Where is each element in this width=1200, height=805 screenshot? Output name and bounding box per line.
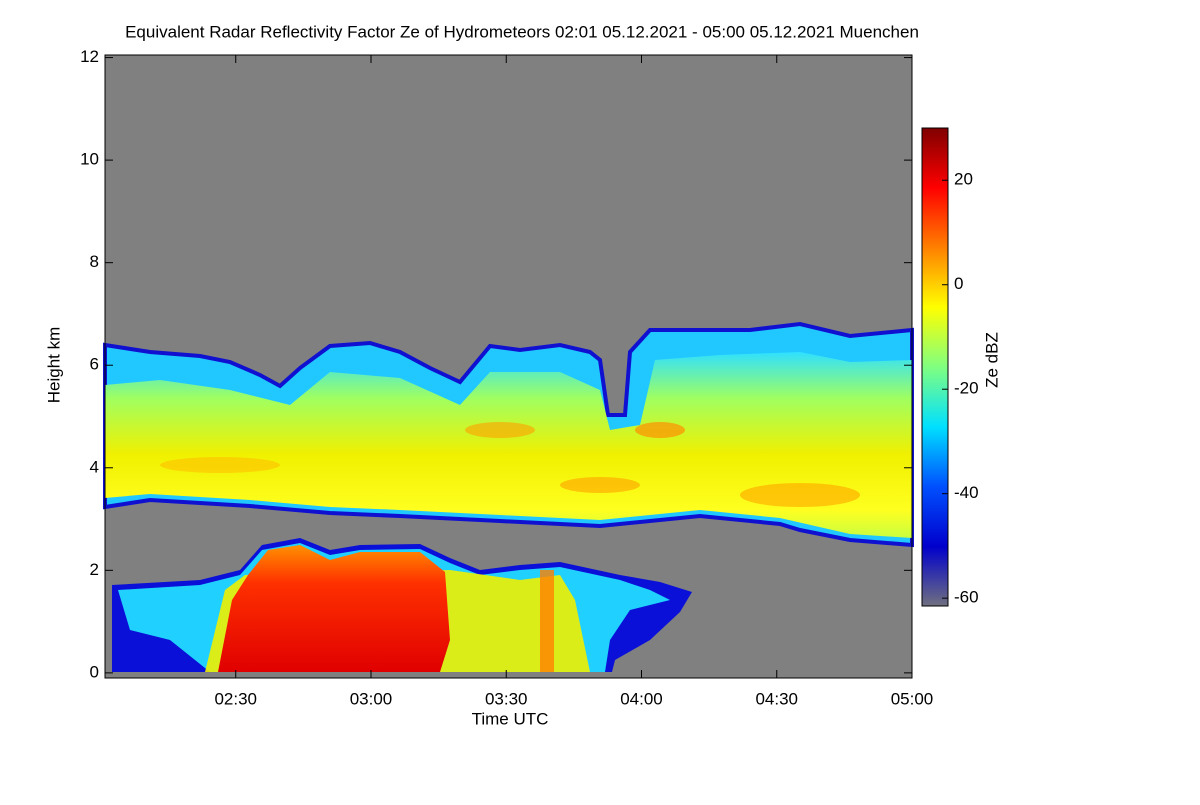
- cloud-streak: [465, 422, 535, 438]
- y-tick-label: 10: [80, 150, 99, 169]
- cloud-streak: [540, 570, 554, 672]
- x-tick-label: 03:30: [485, 689, 528, 708]
- y-tick-label: 8: [90, 252, 99, 271]
- y-tick-label: 2: [90, 560, 99, 579]
- radar-field: [103, 321, 914, 672]
- chart-title: Equivalent Radar Reflectivity Factor Ze …: [125, 22, 919, 41]
- x-tick-label: 04:30: [755, 689, 798, 708]
- y-tick-label: 0: [90, 662, 99, 681]
- x-tick-label: 05:00: [891, 689, 934, 708]
- y-tick-label: 6: [90, 355, 99, 374]
- x-tick-label: 03:00: [350, 689, 393, 708]
- colorbar: [921, 127, 949, 607]
- plot-frame: [104, 54, 913, 679]
- cloud-streak: [635, 422, 685, 438]
- x-tick-label: 02:30: [214, 689, 257, 708]
- cloud-streak: [560, 477, 640, 493]
- upper-cloud-core: [105, 352, 912, 538]
- colorbar-tick-label: -60: [954, 588, 979, 607]
- colorbar-label: Ze dBZ: [982, 332, 1001, 388]
- cloud-streak: [740, 483, 860, 507]
- y-tick-label: 12: [80, 47, 99, 66]
- lower-cloud-core: [218, 545, 450, 672]
- x-axis-label: Time UTC: [472, 709, 549, 728]
- colorbar-tick-label: 0: [954, 274, 963, 293]
- y-axis-label: Height km: [44, 327, 63, 404]
- x-tick-label: 04:00: [620, 689, 663, 708]
- colorbar-tick-label: -40: [954, 483, 979, 502]
- y-tick-label: 4: [90, 457, 99, 476]
- colorbar-tick-label: 20: [954, 170, 973, 189]
- cloud-streak: [160, 457, 280, 473]
- colorbar-tick-label: -20: [954, 379, 979, 398]
